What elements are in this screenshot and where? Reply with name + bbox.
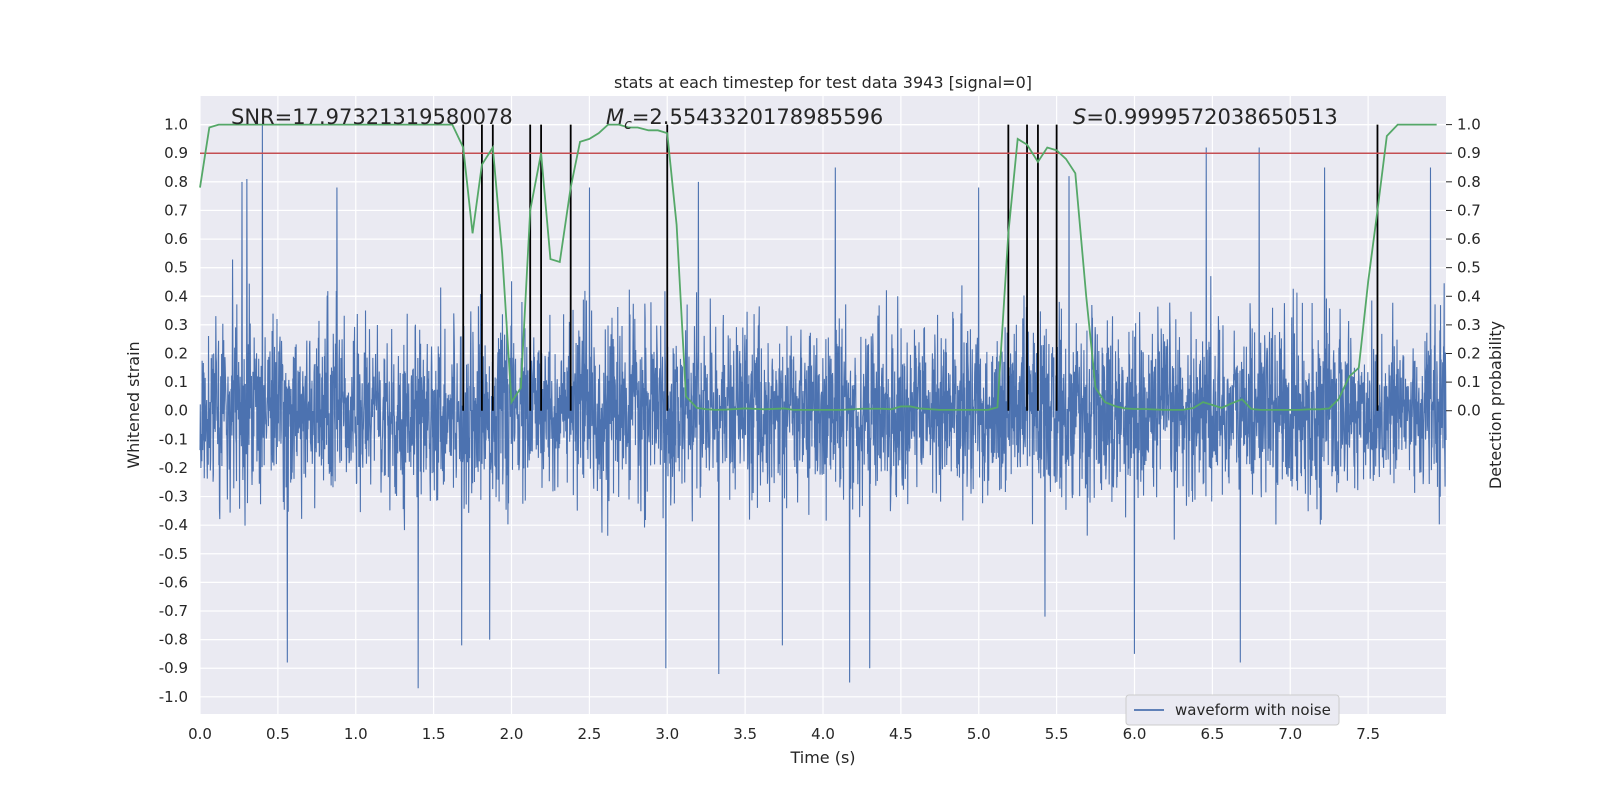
x-tick-label: 7.0 — [1278, 725, 1302, 743]
y-left-tick-label: 0.9 — [164, 144, 188, 162]
y-left-tick-label: -0.9 — [159, 659, 188, 677]
y-left-tick-label: 0.1 — [164, 373, 188, 391]
x-tick-label: 7.5 — [1356, 725, 1380, 743]
s-symbol: S — [1073, 105, 1086, 129]
x-tick-label: 1.0 — [344, 725, 368, 743]
chirp-mass-annotation: Mc=2.5543320178985596 — [606, 105, 883, 133]
y-right-tick-label: 0.2 — [1457, 345, 1481, 363]
waveform-line — [199, 124, 1447, 689]
x-tick-label: 0.0 — [188, 725, 212, 743]
x-tick-label: 0.5 — [266, 725, 290, 743]
y-left-tick-label: 0.6 — [164, 230, 188, 248]
y-right-tick-label: 0.3 — [1457, 316, 1481, 334]
y-right-tick-label: 0.5 — [1457, 259, 1481, 277]
y-left-tick-label: -0.8 — [159, 631, 188, 649]
y-right-axis-label: Detection probability — [1486, 321, 1505, 489]
x-tick-label: 1.5 — [422, 725, 446, 743]
y-left-tick-label: 0.2 — [164, 345, 188, 363]
detection-probability-series — [199, 123, 1437, 411]
y-left-tick-label: -0.1 — [159, 430, 188, 448]
y-right-tick-label: 0.6 — [1457, 230, 1481, 248]
x-tick-label: 2.0 — [500, 725, 524, 743]
y-right-tick-label: 0.0 — [1457, 402, 1481, 420]
x-tick-label: 3.0 — [655, 725, 679, 743]
vertical-event-lines — [462, 124, 1379, 411]
y-left-tick-label: 0.0 — [164, 402, 188, 420]
x-tick-label: 5.0 — [967, 725, 991, 743]
y-left-axis-label: Whitened strain — [124, 341, 143, 468]
snr-annotation: SNR=17.97321319580078 — [231, 105, 513, 129]
y-right-tick-label: 0.4 — [1457, 287, 1481, 305]
y-left-tick-label: -0.7 — [159, 602, 188, 620]
y-left-tick-label: 1.0 — [164, 116, 188, 134]
x-axis-label: Time (s) — [789, 748, 855, 767]
chirp-mass-value: =2.5543320178985596 — [632, 105, 883, 129]
x-axis-ticks: 0.0 0.5 1.0 1.5 2.0 2.5 3.0 3.5 4.0 4.5 5.0 5.5 6.0 6… — [188, 725, 1380, 743]
y-left-tick-label: -1.0 — [159, 688, 188, 706]
x-tick-label: 3.5 — [733, 725, 757, 743]
waveform-series — [199, 124, 1447, 689]
chirp-mass-symbol: M — [606, 105, 624, 129]
y-left-tick-label: -0.5 — [159, 545, 188, 563]
y-left-tick-label: 0.5 — [164, 259, 188, 277]
legend-label-waveform: waveform with noise — [1175, 701, 1331, 719]
detection-probability-line — [199, 123, 1437, 411]
y-left-axis-ticks: 1.0 0.9 0.8 0.7 0.6 0.5 0.4 0.3 0.2 0.1 0.0 -0.1 -0.… — [159, 116, 188, 706]
y-right-tick-label: 0.1 — [1457, 373, 1481, 391]
y-left-tick-label: 0.7 — [164, 201, 188, 219]
y-left-tick-label: -0.6 — [159, 573, 188, 591]
y-left-tick-label: -0.2 — [159, 459, 188, 477]
y-left-tick-label: 0.4 — [164, 287, 188, 305]
legend: waveform with noise — [1125, 694, 1340, 726]
chart-title: stats at each timestep for test data 394… — [614, 73, 1032, 92]
y-right-tick-label: 0.8 — [1457, 173, 1481, 191]
y-right-tick-label: 0.7 — [1457, 201, 1481, 219]
x-tick-label: 4.5 — [889, 725, 913, 743]
x-tick-label: 2.5 — [577, 725, 601, 743]
chirp-mass-subscript: c — [624, 117, 632, 133]
y-left-tick-label: -0.3 — [159, 488, 188, 506]
legend-box — [1125, 694, 1340, 726]
y-left-tick-label: 0.8 — [164, 173, 188, 191]
s-value: =0.9999572038650513 — [1086, 105, 1337, 129]
x-tick-label: 6.5 — [1200, 725, 1224, 743]
s-annotation: S=0.9999572038650513 — [1073, 105, 1338, 129]
x-tick-label: 5.5 — [1045, 725, 1069, 743]
y-right-axis-ticks: 1.0 0.9 0.8 0.7 0.6 0.5 0.4 0.3 0.2 0.1 0.0 — [1446, 116, 1481, 420]
y-right-tick-label: 0.9 — [1457, 144, 1481, 162]
y-left-tick-label: 0.3 — [164, 316, 188, 334]
x-tick-label: 6.0 — [1123, 725, 1147, 743]
y-left-tick-label: -0.4 — [159, 516, 188, 534]
x-tick-label: 4.0 — [811, 725, 835, 743]
y-right-tick-label: 1.0 — [1457, 116, 1481, 134]
